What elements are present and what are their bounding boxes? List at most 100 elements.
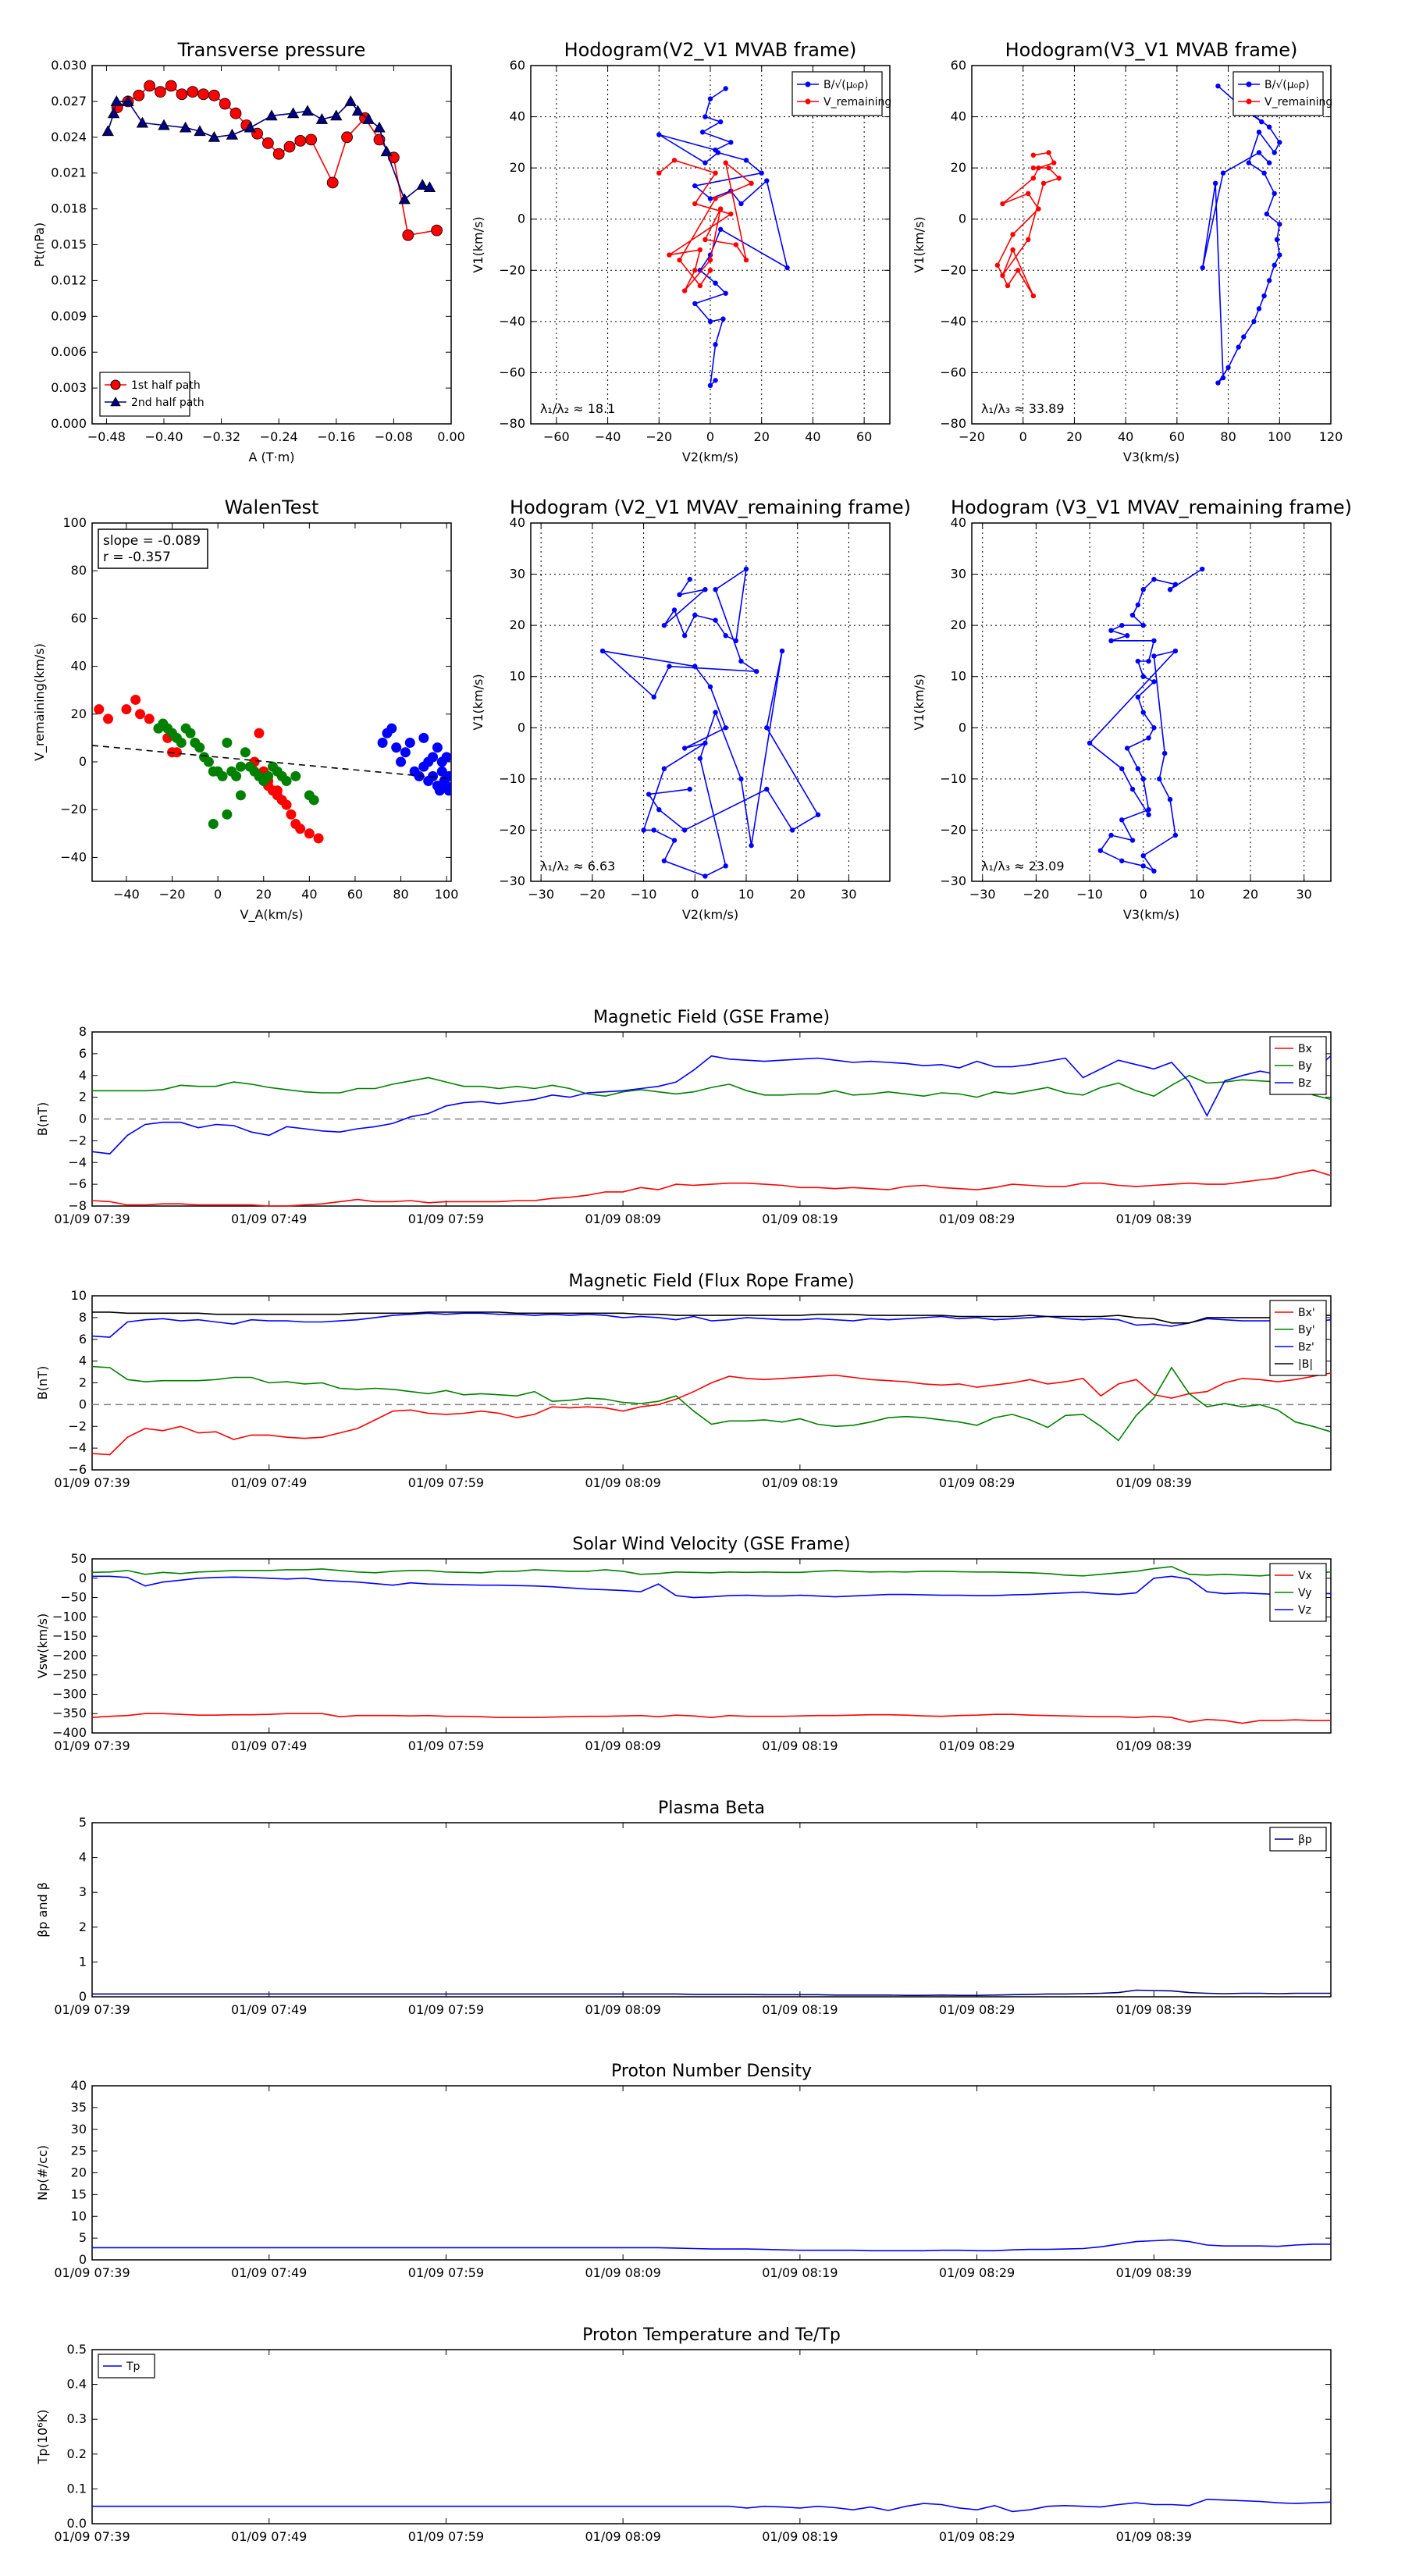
y-tick-label: 4 bbox=[79, 1068, 87, 1083]
ratio-annotation: λ₁/λ₃ ≈ 23.09 bbox=[981, 859, 1065, 873]
y-tick-label: −20 bbox=[499, 822, 525, 837]
data-point bbox=[133, 89, 145, 101]
y-tick-label: 10 bbox=[71, 2208, 87, 2223]
y-tick-label: 0.5 bbox=[67, 2342, 87, 2357]
data-point bbox=[326, 176, 339, 189]
y-axis-label: βp and β bbox=[35, 1882, 50, 1937]
data-point bbox=[185, 728, 196, 738]
data-point bbox=[263, 770, 274, 781]
data-point bbox=[1119, 817, 1125, 823]
chart-b_fr: 01/09 07:39 01/09 07:49 01/09 07:59 01/09 0… bbox=[35, 1272, 1332, 1490]
data-point bbox=[1157, 776, 1162, 782]
y-tick-label: 40 bbox=[951, 109, 966, 124]
data-point bbox=[728, 140, 734, 145]
data-point bbox=[692, 612, 698, 618]
data-point bbox=[1124, 745, 1130, 751]
legend: Vx Vy Vz bbox=[1269, 1563, 1327, 1622]
data-point bbox=[194, 125, 206, 137]
data-point bbox=[702, 873, 708, 879]
data-point bbox=[1261, 293, 1267, 299]
data-point bbox=[165, 80, 177, 92]
data-point bbox=[235, 790, 246, 801]
y-tick-label: −80 bbox=[940, 416, 966, 431]
data-point bbox=[351, 105, 365, 116]
x-tick-label: −60 bbox=[543, 429, 570, 444]
data-point bbox=[176, 88, 188, 101]
data-point bbox=[1140, 710, 1146, 715]
y-tick-label: 0 bbox=[79, 2252, 87, 2267]
y-tick-label: 2 bbox=[79, 1375, 87, 1390]
chart-walen: −40 −20 0 20 40 60 80 100 −40 −20 0 20 40 60 80 100 Wale… bbox=[32, 496, 458, 923]
data-point bbox=[723, 633, 728, 639]
time-tick-label: 01/09 07:49 bbox=[231, 2265, 307, 2280]
x-tick-label: 0.00 bbox=[437, 429, 465, 444]
y-axis-label: V_remaining(km/s) bbox=[32, 643, 48, 761]
data-point bbox=[301, 105, 314, 116]
data-point bbox=[1108, 638, 1114, 644]
data-point bbox=[1140, 776, 1146, 782]
chart-h4: −30 −20 −10 0 10 20 30 −30 −20 −10 0 10 20 30 40Hodogr… bbox=[912, 496, 1352, 922]
time-tick-label: 01/09 07:49 bbox=[231, 2529, 307, 2544]
plot-frame bbox=[91, 2349, 1332, 2524]
series-line bbox=[92, 1989, 1331, 1996]
y-tick-label: 0 bbox=[79, 754, 87, 769]
data-point bbox=[94, 704, 105, 715]
data-point bbox=[122, 95, 134, 106]
time-tick-label: 01/09 07:39 bbox=[54, 1738, 130, 1753]
data-point bbox=[733, 242, 739, 247]
x-tick-label: 0 bbox=[214, 887, 222, 902]
data-point bbox=[1135, 694, 1141, 700]
data-point bbox=[1151, 868, 1157, 874]
chart-h3: −30 −20 −10 0 10 20 30 −30 −20 −10 0 10 20 30 40Hodogr… bbox=[471, 496, 911, 922]
x-tick-label: −40 bbox=[595, 429, 621, 444]
legend-label: Vz bbox=[1298, 1604, 1311, 1617]
data-point bbox=[702, 160, 708, 165]
time-tick-label: 01/09 08:19 bbox=[762, 1475, 838, 1490]
y-tick-label: −20 bbox=[940, 262, 966, 277]
data-point bbox=[203, 756, 214, 767]
series-line bbox=[92, 2498, 1332, 2513]
y-tick-label: 0 bbox=[79, 1989, 87, 2004]
data-point bbox=[110, 95, 123, 106]
y-tick-label: 2 bbox=[79, 1090, 87, 1105]
data-point bbox=[651, 827, 656, 833]
data-point bbox=[656, 170, 662, 176]
data-point bbox=[286, 107, 300, 119]
time-tick-label: 01/09 08:19 bbox=[762, 2265, 838, 2280]
y-tick-label: −20 bbox=[499, 262, 525, 277]
data-point bbox=[294, 134, 307, 147]
chart-vsw: 01/09 07:39 01/09 07:49 01/09 07:59 01/09 0… bbox=[35, 1535, 1332, 1753]
data-point bbox=[208, 130, 221, 142]
y-tick-label: −40 bbox=[499, 314, 525, 329]
data-point bbox=[764, 786, 770, 792]
data-point bbox=[1119, 766, 1125, 771]
plot-area bbox=[101, 80, 443, 241]
y-tick-label: 10 bbox=[951, 669, 966, 684]
legend: Bx By Bz bbox=[1269, 1036, 1327, 1095]
data-point bbox=[661, 622, 667, 628]
y-tick-label: −200 bbox=[52, 1648, 87, 1663]
data-point bbox=[1108, 628, 1114, 633]
y-tick-label: −6 bbox=[68, 1176, 87, 1191]
data-point bbox=[1200, 265, 1205, 271]
data-point bbox=[1030, 165, 1037, 171]
plot-frame bbox=[91, 1031, 1332, 1207]
data-point bbox=[723, 725, 728, 731]
data-point bbox=[1264, 211, 1270, 217]
y-tick-label: 5 bbox=[79, 2230, 87, 2245]
plot-frame bbox=[971, 65, 1332, 425]
data-point bbox=[283, 141, 296, 153]
data-point bbox=[1026, 237, 1031, 243]
chart-title: Hodogram(V2_V1 MVAB frame) bbox=[564, 39, 857, 61]
data-point bbox=[101, 125, 114, 137]
y-tick-label: 2 bbox=[79, 1920, 87, 1934]
data-point bbox=[1140, 853, 1146, 859]
y-tick-label: 40 bbox=[71, 659, 87, 674]
stats-text: slope = -0.089 bbox=[103, 533, 201, 549]
legend-box bbox=[1232, 71, 1324, 116]
data-point bbox=[764, 725, 770, 731]
data-point bbox=[1108, 832, 1114, 838]
y-tick-label: −100 bbox=[52, 1609, 87, 1624]
data-point bbox=[1161, 750, 1168, 756]
